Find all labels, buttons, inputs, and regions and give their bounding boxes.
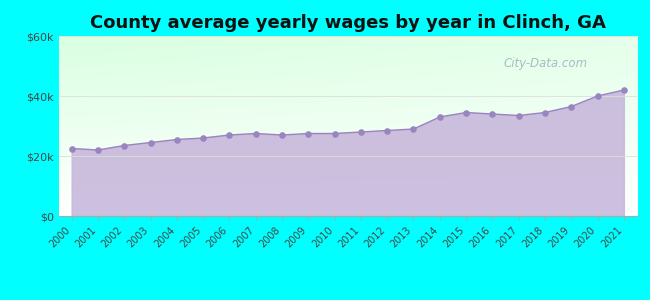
- Point: [172, 137, 182, 142]
- Point: [514, 113, 524, 118]
- Point: [66, 146, 77, 151]
- Point: [382, 128, 393, 133]
- Point: [224, 133, 235, 137]
- Text: City-Data.com: City-Data.com: [504, 56, 588, 70]
- Point: [198, 136, 208, 140]
- Point: [488, 112, 498, 116]
- Point: [250, 131, 261, 136]
- Point: [277, 133, 287, 137]
- Point: [461, 110, 471, 115]
- Point: [408, 127, 419, 131]
- Title: County average yearly wages by year in Clinch, GA: County average yearly wages by year in C…: [90, 14, 606, 32]
- Point: [619, 88, 629, 92]
- Point: [303, 131, 313, 136]
- Point: [330, 131, 340, 136]
- Point: [93, 148, 103, 152]
- Point: [540, 110, 550, 115]
- Point: [119, 143, 129, 148]
- Point: [356, 130, 366, 134]
- Point: [435, 115, 445, 119]
- Point: [566, 104, 577, 109]
- Point: [146, 140, 156, 145]
- Point: [592, 94, 603, 98]
